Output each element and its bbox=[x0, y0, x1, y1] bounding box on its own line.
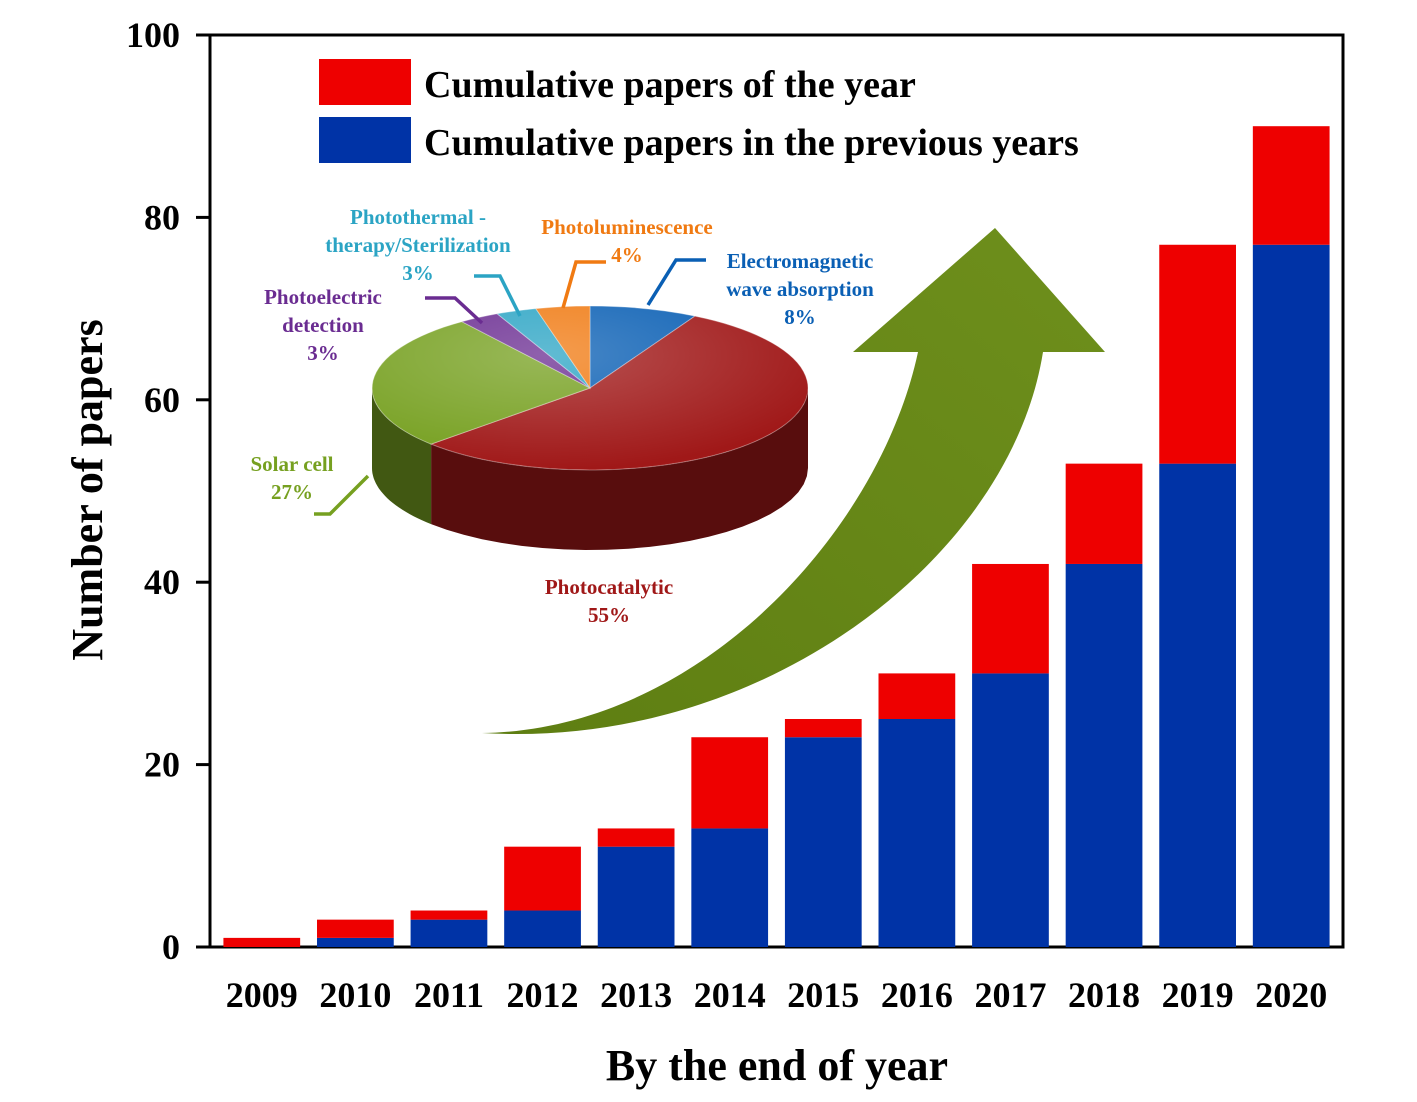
bar-previous-2016 bbox=[878, 719, 956, 947]
x-tick-label: 2010 bbox=[319, 975, 391, 1015]
bar-current-2013 bbox=[597, 828, 675, 847]
pie-leader-solar-cell bbox=[314, 474, 370, 516]
pie-leader-photoelectric bbox=[425, 296, 484, 325]
x-tick-label: 2012 bbox=[507, 975, 579, 1015]
bar-current-2018 bbox=[1065, 463, 1143, 564]
x-tick-label: 2014 bbox=[694, 975, 766, 1015]
x-axis: 2009 2010 2011 2012 2013 2014 2015 2016 2017 2018… bbox=[226, 975, 1327, 1015]
pie-label-photothermal-: Photothermal -therapy/Sterilization 3% bbox=[325, 205, 511, 285]
bar-previous-2017 bbox=[972, 673, 1049, 947]
x-tick-label: 2013 bbox=[600, 975, 672, 1015]
bar-previous-2020 bbox=[1252, 244, 1330, 947]
bar-current-2014 bbox=[691, 737, 769, 829]
bar-current-2011 bbox=[410, 910, 488, 920]
bar-previous-2015 bbox=[784, 737, 862, 947]
legend: Cumulative papers of the year Cumulative… bbox=[319, 59, 1079, 164]
pie-labels: Electromagnetic wave absorption 8% Photocat… bbox=[250, 205, 874, 627]
bar-current-2012 bbox=[504, 846, 581, 911]
x-tick-label: 2018 bbox=[1068, 975, 1140, 1015]
x-tick-label: 2017 bbox=[974, 975, 1046, 1015]
y-tick-label: 0 bbox=[162, 927, 180, 967]
bar-previous-2012 bbox=[504, 910, 581, 947]
bar-current-2017 bbox=[972, 563, 1049, 674]
bar-previous-2019 bbox=[1159, 463, 1236, 947]
legend-swatch-previous-years bbox=[319, 117, 411, 163]
y-tick-label: 100 bbox=[126, 15, 180, 55]
bar-previous-2018 bbox=[1065, 563, 1143, 947]
x-tick-label: 2019 bbox=[1162, 975, 1234, 1015]
y-tick-label: 80 bbox=[144, 197, 180, 237]
pie-label-electromagnetic: Electromagnetic wave absorption 8% bbox=[726, 249, 874, 329]
bar-current-2015 bbox=[784, 719, 862, 738]
pie-label-photoluminescence: Photoluminescence 4% bbox=[541, 215, 712, 267]
y-tick-label: 20 bbox=[144, 745, 180, 785]
pie-leader-photothermal- bbox=[474, 274, 522, 317]
y-tick-label: 40 bbox=[144, 562, 180, 602]
x-tick-label: 2016 bbox=[881, 975, 953, 1015]
bar-current-2016 bbox=[878, 673, 956, 719]
legend-label-previous-years: Cumulative papers in the previous years bbox=[424, 122, 1079, 164]
x-axis-title: By the end of year bbox=[606, 1041, 948, 1090]
x-tick-label: 2011 bbox=[414, 975, 484, 1015]
legend-label-current-year: Cumulative papers of the year bbox=[424, 64, 916, 106]
x-tick-label: 2009 bbox=[226, 975, 298, 1015]
pie-label-photoelectric: Photoelectric detection 3% bbox=[264, 285, 382, 365]
bar-current-2019 bbox=[1159, 244, 1236, 464]
pie-side-photocatalytic bbox=[431, 388, 808, 550]
pie-leader-photoluminescence bbox=[561, 260, 606, 309]
y-axis-title: Number of papers bbox=[63, 319, 112, 660]
pie-highlight bbox=[372, 306, 808, 470]
bar-previous-2010 bbox=[317, 937, 394, 947]
plot-frame bbox=[208, 33, 1345, 949]
pie-side-solar-cell bbox=[372, 388, 432, 525]
pie-leader-electromagnetic bbox=[646, 258, 706, 306]
pie-label-solar-cell: Solar cell 27% bbox=[250, 452, 333, 504]
x-tick-label: 2015 bbox=[787, 975, 859, 1015]
bar-current-2009 bbox=[223, 937, 301, 947]
bar-current-2020 bbox=[1252, 126, 1330, 245]
bar-previous-2014 bbox=[691, 828, 769, 947]
bars bbox=[223, 126, 1330, 947]
y-axis: 0 20 40 60 80 100 bbox=[126, 15, 210, 967]
pie-chart bbox=[371, 305, 809, 550]
legend-swatch-current-year bbox=[319, 59, 411, 105]
bar-current-2010 bbox=[317, 919, 394, 938]
growth-arrow bbox=[482, 228, 1105, 735]
pie-label-photocatalytic: Photocatalytic 55% bbox=[545, 575, 673, 627]
y-tick-label: 60 bbox=[144, 380, 180, 420]
bar-previous-2013 bbox=[597, 846, 675, 947]
bar-previous-2011 bbox=[410, 919, 488, 947]
x-tick-label: 2020 bbox=[1255, 975, 1327, 1015]
